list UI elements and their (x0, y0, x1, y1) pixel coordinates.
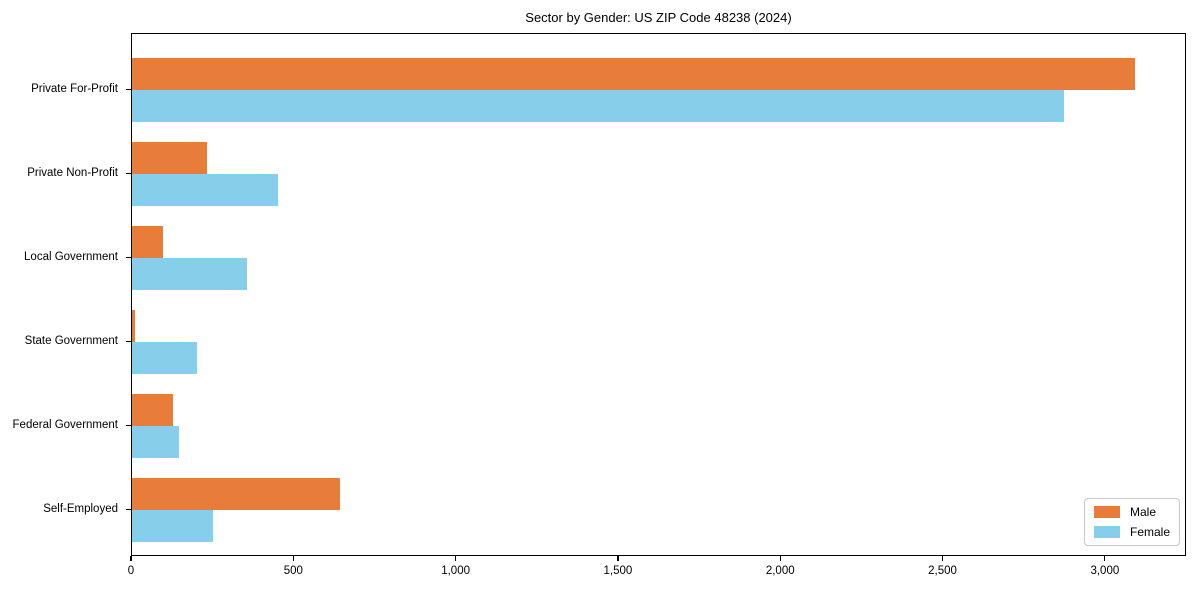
y-tick-mark (126, 340, 131, 342)
bar-male (132, 142, 207, 174)
legend-label: Female (1129, 525, 1170, 539)
x-tick-mark (779, 556, 781, 561)
y-tick-label: State Government (24, 335, 118, 347)
bar-female (132, 426, 180, 458)
x-tick-label: 1,500 (603, 565, 633, 577)
bar-female (132, 342, 197, 374)
bar-female (132, 510, 214, 542)
x-tick-label: 2,000 (765, 565, 795, 577)
y-tick-label: Local Government (24, 251, 118, 263)
bar-female (132, 258, 248, 290)
y-tick-mark (126, 424, 131, 426)
legend-swatch-male (1093, 506, 1120, 518)
legend-swatch-female (1093, 526, 1120, 538)
x-tick-mark (617, 556, 619, 561)
bar-female (132, 90, 1064, 122)
x-tick-label: 2,500 (928, 565, 957, 577)
x-tick-mark (454, 556, 457, 561)
y-axis: Private For-Profit Private Non-Profit Loca… (0, 33, 131, 556)
legend: Male Female (1083, 498, 1180, 546)
bar-male (132, 58, 1136, 90)
x-tick-mark (1104, 556, 1106, 561)
bar-male (132, 478, 340, 510)
plot-area: Male Female (131, 33, 1186, 556)
bar-male (132, 394, 173, 426)
x-tick-label: 0 (127, 565, 135, 577)
x-tick-mark (941, 556, 944, 561)
x-tick-mark (292, 556, 294, 561)
y-tick-label: Federal Government (12, 419, 118, 431)
legend-row: Male (1093, 505, 1170, 519)
y-tick-label: Private Non-Profit (27, 167, 118, 179)
y-tick-label: Self-Employed (43, 503, 118, 515)
y-tick-label: Private For-Profit (31, 83, 118, 95)
x-tick-label: 3,000 (1090, 565, 1120, 577)
bar-female (132, 174, 279, 206)
legend-row: Female (1093, 525, 1170, 539)
x-tick-mark (130, 556, 132, 561)
y-tick-mark (126, 508, 131, 510)
y-tick-mark (126, 256, 131, 258)
chart-title: Sector by Gender: US ZIP Code 48238 (202… (525, 10, 792, 25)
x-tick-label: 1,000 (441, 565, 470, 577)
y-tick-mark (126, 88, 131, 90)
y-tick-mark (126, 172, 131, 174)
legend-label: Male (1129, 505, 1156, 519)
x-tick-label: 500 (283, 565, 303, 577)
bar-male (132, 310, 136, 342)
bar-male (132, 226, 163, 258)
x-axis: 0 500 1,000 1,500 2,000 2,500 3,000 (127, 556, 1186, 590)
